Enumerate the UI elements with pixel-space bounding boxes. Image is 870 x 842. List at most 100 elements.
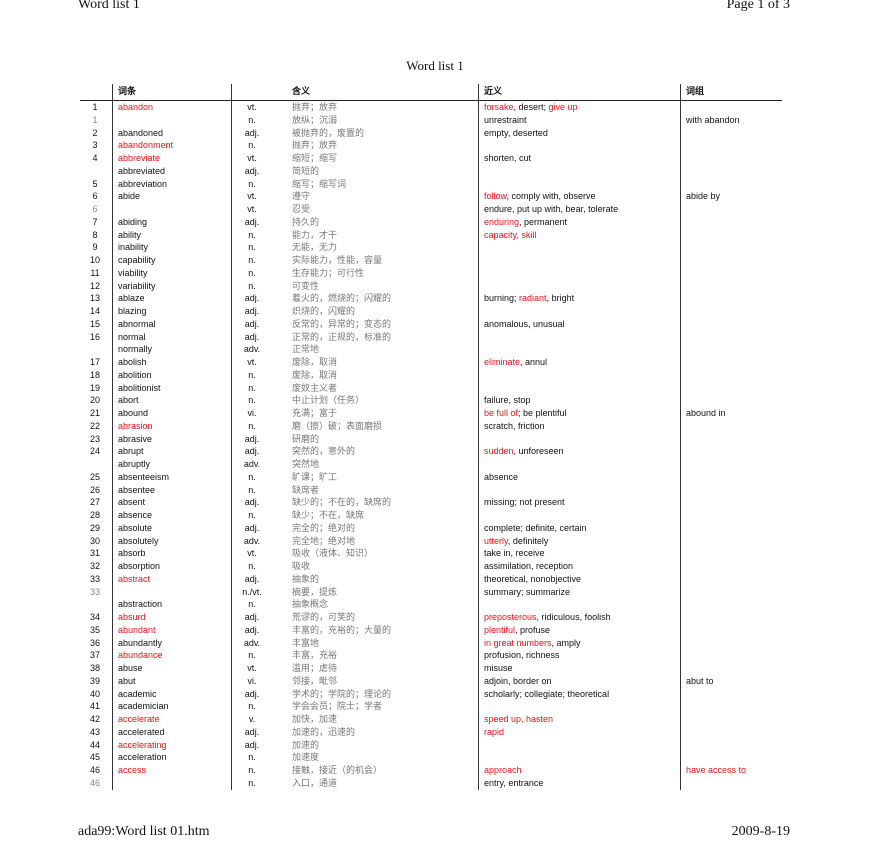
part-of-speech: adj. [244,688,260,699]
part-of-speech: adj. [244,726,260,737]
entry-word: abrasion [118,420,153,431]
word-table: 词条 含义 近义 词组 1 abandon vt. 抛弃；放弃 forsake, des… [80,82,782,790]
entry-word: abundantly [118,637,163,648]
entry-meaning: 加速度 [292,752,320,763]
part-of-speech: adj. [244,293,260,304]
entry-meaning: 缺少；不在，缺席 [292,510,365,520]
entry-meaning: 能力，才干 [292,229,338,240]
entry-phrase [686,700,786,713]
synonym-text: approach [484,765,522,775]
part-of-speech: adv. [243,535,261,546]
entry-number: 25 [89,471,100,482]
entry-word: abiding [118,216,148,227]
table-row: 16 normal adj. 正常的，正规的，标准的 [80,331,782,344]
entry-number: 10 [89,255,100,265]
entry-meaning: 荒谬的，可笑的 [292,612,356,622]
part-of-speech: adj. [244,433,260,444]
synonym-text: plentiful [484,624,516,635]
entry-synonyms: missing; not present [484,496,679,509]
entry-word: ablaze [118,293,145,304]
synonym-text: utterly [484,535,508,546]
entry-phrase [686,216,786,229]
entry-word: ability [118,229,142,240]
entry-phrase [686,292,786,305]
synonym-text: missing; not present [484,497,565,508]
entry-word: abruptly [118,459,151,469]
entry-synonyms: utterly, definitely [484,535,679,548]
table-row: 20 abort n. 中止计划（任务） failure, stop [80,394,782,407]
entry-word: absolutely [118,535,159,546]
entry-meaning: 遵守 [292,191,311,202]
entry-phrase [686,739,786,752]
table-row: 39 abut vi. 邻接，毗邻 adjoin, border on abut to [80,675,782,688]
entry-phrase [686,662,786,675]
table-row: 26 absentee n. 缺席者 [80,484,782,497]
synonym-text: radiant [519,293,547,304]
entry-phrase [686,267,786,280]
entry-number: 14 [89,306,100,316]
entry-phrase [686,777,786,790]
part-of-speech: vt. [247,357,257,367]
table-row: 43 accelerated adj. 加速的，迅速的 rapid [80,726,782,739]
table-row: 12 variability n. 可变性 [80,280,782,293]
entry-meaning: 学术的；学院的；理论的 [292,688,392,699]
part-of-speech: adj. [244,522,260,533]
entry-phrase: have access to [686,765,747,775]
entry-synonyms: profusion, richness [484,649,679,662]
table-row: 14 blazing adj. 炽烧的，闪耀的 [80,305,782,318]
entry-phrase [686,547,786,560]
entry-number [80,458,110,471]
table-row: 1 abandon vt. 抛弃；放弃 forsake, desert; give up [80,101,782,114]
entry-word: abolitionist [118,382,161,393]
table-row: abstraction n. 抽象概念 [80,598,782,611]
entry-number: 6 [92,191,98,202]
entry-meaning: 简短的 [292,165,320,176]
entry-word: abandon [118,102,154,112]
entry-meaning: 被抛弃的，废置的 [292,127,365,138]
entry-word: abound [118,408,149,418]
entry-number: 39 [89,675,100,686]
part-of-speech: n./vt. [242,586,262,597]
synonym-text: entry, entrance [484,777,544,788]
column-divider [478,84,479,790]
table-row: 22 abrasion n. 磨（擦）破；表面磨损 scratch, friction [80,420,782,433]
part-of-speech: v. [248,714,256,724]
part-of-speech: n. [248,701,256,712]
table-row: 2 abandoned adj. 被抛弃的，废置的 empty, deserted [80,127,782,140]
entry-synonyms: eliminate, annul [484,356,679,369]
entry-phrase [686,598,786,611]
entry-word: capability [118,255,156,265]
entry-synonyms [484,267,679,280]
part-of-speech: n. [248,777,256,788]
entry-word: accelerated [118,726,165,737]
entry-number: 1 [92,114,98,125]
synonym-text: adjoin, border on [484,675,552,686]
part-of-speech: adj. [244,739,260,750]
entry-phrase [686,101,786,114]
entry-synonyms: summary; summarize [484,586,679,599]
entry-word: abbreviated [118,165,166,176]
entry-meaning: 抛弃；放弃 [292,102,338,112]
entry-meaning: 加速的，迅速的 [292,726,356,737]
synonym-text: , desert; [513,102,549,112]
entry-synonyms: absence [484,471,679,484]
entry-phrase [686,586,786,599]
entry-number: 27 [89,497,100,508]
entry-number: 15 [89,318,100,329]
entry-number: 45 [89,752,100,763]
entry-meaning: 抽象的 [292,573,320,584]
entry-word: viability [118,267,148,278]
synonym-text: misuse [484,663,513,673]
entry-word: abundant [118,624,156,635]
entry-meaning: 完全地；绝对地 [292,535,356,546]
synonym-text: burning; [484,293,520,304]
entry-number: 29 [89,522,100,533]
entry-synonyms [484,598,679,611]
table-row: 13 ablaze adj. 着火的，燃烧的；闪耀的 burning; radiant,… [80,292,782,305]
entry-phrase: abide by [686,191,721,202]
entry-phrase [686,751,786,764]
entry-meaning: 缺少的；不在的，缺席的 [292,497,392,508]
entry-meaning: 入口，通道 [292,777,338,788]
entry-meaning: 反常的，异常的；变态的 [292,318,392,329]
part-of-speech: n. [248,267,256,278]
